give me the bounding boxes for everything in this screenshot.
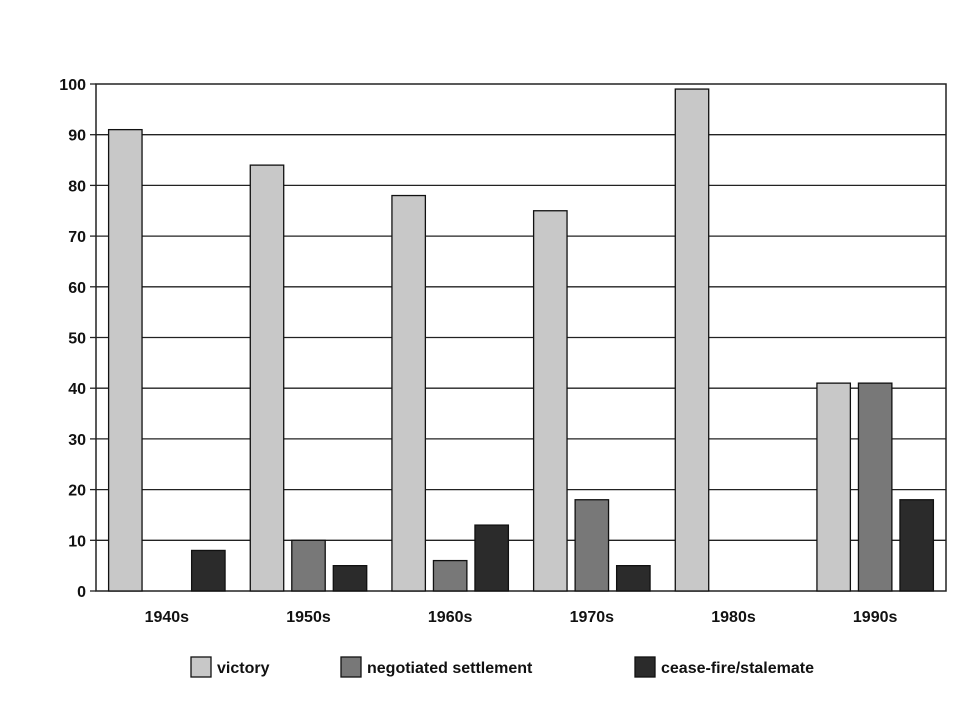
bar-victory-1990s	[816, 382, 852, 592]
y-tick-label: 60	[68, 280, 86, 297]
y-tick-label: 80	[68, 178, 86, 195]
legend-label: cease-fire/stalemate	[661, 660, 814, 677]
bar-victory-1940s	[107, 128, 143, 592]
bar-victory-1960s	[391, 194, 427, 592]
bar-cease-fire-stalemate-1960s	[474, 524, 510, 592]
legend-label: negotiated settlement	[367, 660, 533, 677]
x-axis: 1940s 1950s 1960s 1970s 1980s 1990s	[145, 609, 898, 626]
bars	[107, 88, 935, 592]
legend-swatch	[340, 656, 362, 678]
y-tick-label: 20	[68, 483, 86, 500]
legend: victory negotiated settlement cease-fire/s…	[190, 656, 814, 678]
bar-negotiated-settlement-1960s	[432, 559, 468, 592]
y-tick-label: 100	[59, 77, 86, 94]
bar-victory-1950s	[249, 164, 285, 592]
y-tick-label: 30	[68, 432, 86, 449]
bar-negotiated-settlement-1950s	[291, 539, 326, 592]
x-tick-label: 1960s	[428, 609, 473, 626]
bar-negotiated-settlement-1990s	[857, 382, 893, 592]
y-tick-label: 90	[68, 128, 86, 145]
bar-cease-fire-stalemate-1940s	[190, 549, 226, 592]
legend-swatch	[190, 656, 212, 678]
bar-cease-fire-stalemate-1950s	[332, 565, 368, 592]
legend-label: victory	[217, 660, 270, 677]
bar-cease-fire-stalemate-1990s	[899, 499, 935, 592]
x-tick-label: 1950s	[286, 609, 331, 626]
y-axis: 0 10 20 30 40 50 60 70 80 90 100	[59, 77, 96, 601]
x-tick-label: 1990s	[853, 609, 898, 626]
y-tick-label: 40	[68, 381, 86, 398]
bar-cease-fire-stalemate-1970s	[615, 565, 651, 592]
gridlines	[96, 134, 946, 541]
x-tick-label: 1970s	[570, 609, 615, 626]
y-tick-label: 10	[68, 533, 86, 550]
x-tick-label: 1940s	[145, 609, 190, 626]
y-tick-label: 0	[77, 584, 86, 601]
bar-negotiated-settlement-1970s	[574, 499, 610, 592]
y-tick-label: 50	[68, 331, 86, 348]
bar-victory-1980s	[674, 88, 710, 592]
bar-victory-1970s	[532, 210, 568, 592]
x-tick-label: 1980s	[711, 609, 756, 626]
legend-swatch	[634, 656, 656, 678]
y-tick-label: 70	[68, 229, 86, 246]
